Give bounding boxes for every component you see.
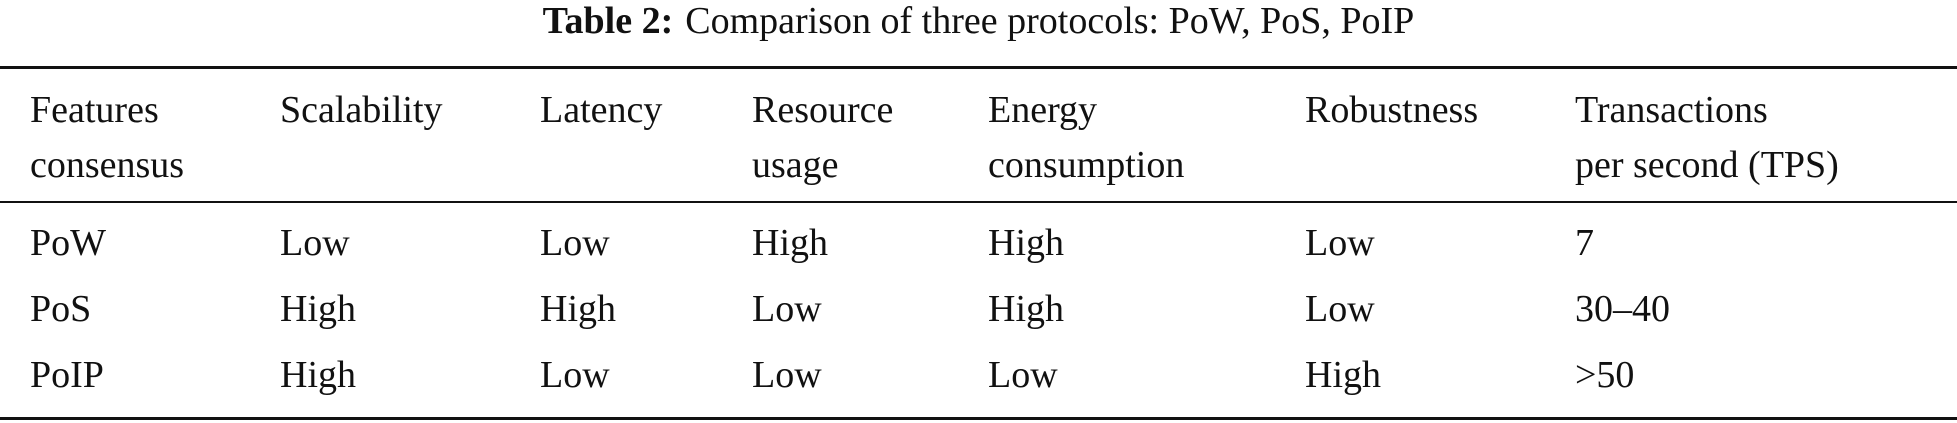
header-cell: usage	[752, 144, 839, 186]
table-cell: 30–40	[1575, 288, 1670, 330]
row-label: PoS	[30, 288, 92, 330]
table-cell: Low	[540, 354, 610, 396]
table-cell: High	[988, 222, 1064, 264]
table-caption: Table 2: Comparison of three protocols: P…	[0, 2, 1957, 40]
table-cell: Low	[1305, 288, 1375, 330]
header-cell: Resource	[752, 89, 894, 131]
top-rule	[0, 66, 1957, 69]
table-cell: High	[280, 288, 356, 330]
header-cell: Energy	[988, 89, 1098, 131]
table-cell: Low	[988, 354, 1058, 396]
table-cell: Low	[280, 222, 350, 264]
bottom-rule	[0, 417, 1957, 420]
caption-label: Table 2:	[542, 0, 674, 42]
header-cell: per second (TPS)	[1575, 144, 1839, 186]
table-cell: Low	[540, 222, 610, 264]
row-label: PoIP	[30, 354, 104, 396]
table-cell: 7	[1575, 222, 1594, 264]
header-cell: Transactions	[1575, 89, 1768, 131]
table-cell: High	[1305, 354, 1381, 396]
mid-rule	[0, 201, 1957, 203]
table-cell: High	[280, 354, 356, 396]
header-cell: Robustness	[1305, 89, 1479, 131]
header-cell: Features	[30, 89, 159, 131]
header-cell: Scalability	[280, 89, 443, 131]
caption-text: Comparison of three protocols: PoW, PoS,…	[685, 0, 1415, 42]
table-cell: Low	[752, 288, 822, 330]
table-cell: Low	[752, 354, 822, 396]
row-label: PoW	[30, 222, 106, 264]
header-cell: consumption	[988, 144, 1185, 186]
table-cell: High	[540, 288, 616, 330]
table-cell: High	[752, 222, 828, 264]
table-cell: High	[988, 288, 1064, 330]
header-cell: consensus	[30, 144, 185, 186]
header-cell: Latency	[540, 89, 663, 131]
table-cell: Low	[1305, 222, 1375, 264]
table-cell: >50	[1575, 354, 1635, 396]
